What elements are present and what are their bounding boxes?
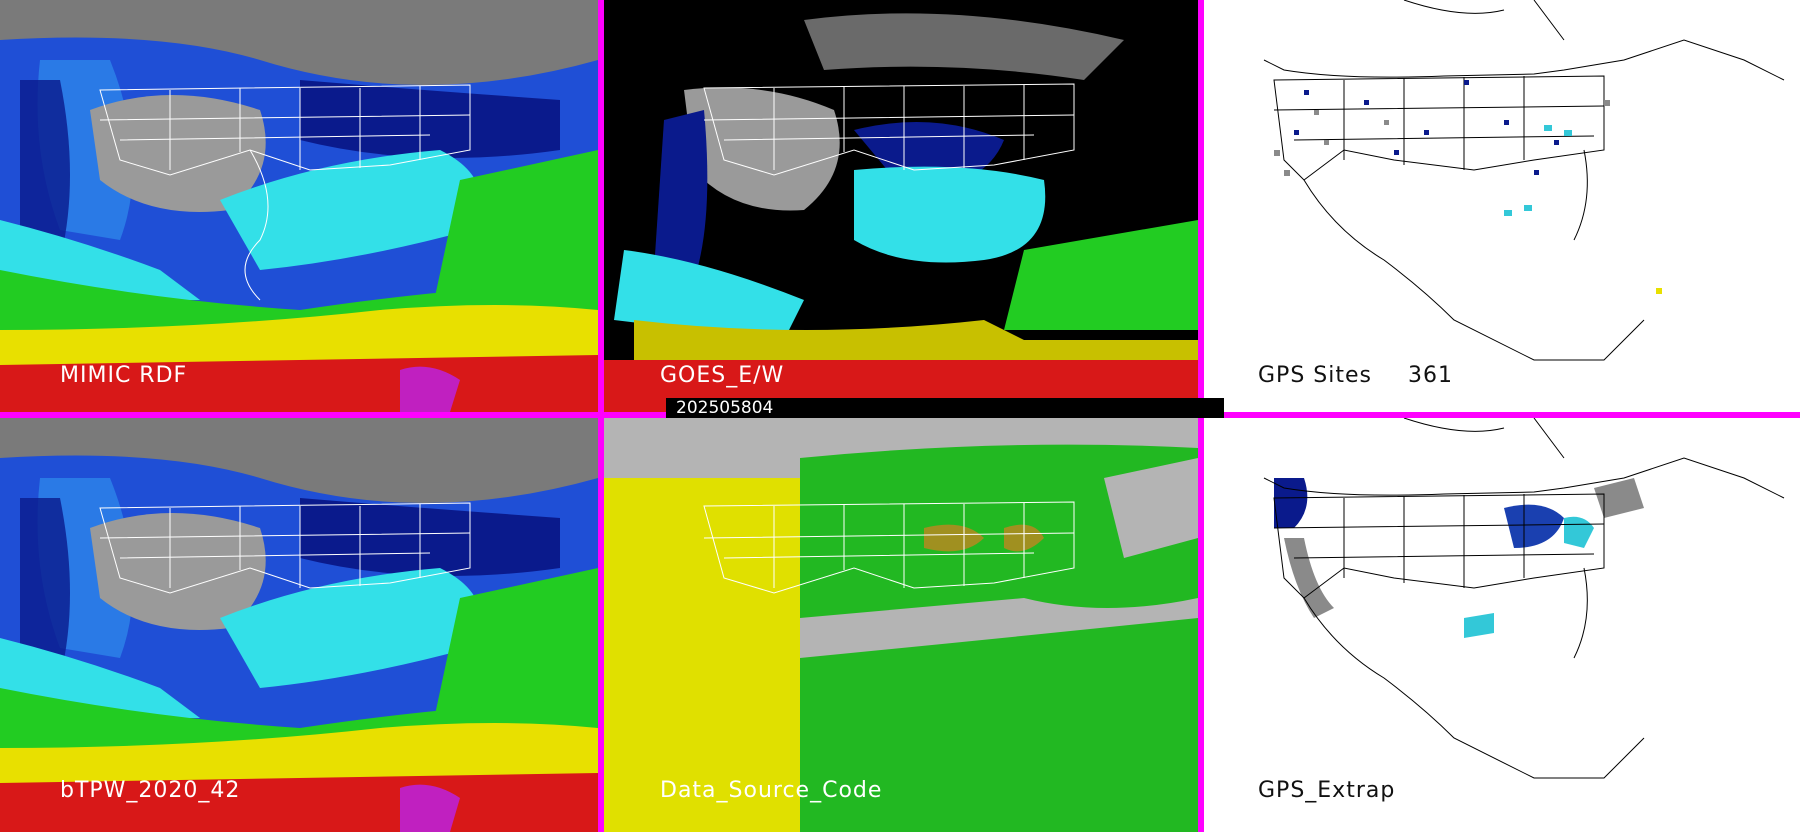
panel-label: MIMIC RDF	[60, 363, 188, 388]
btpw-map	[0, 418, 598, 832]
timestamp-bar: 202505804	[666, 398, 1224, 418]
gps-extrap-panel: GPS_Extrap	[1204, 418, 1800, 832]
gps-sites-count: 361	[1407, 363, 1453, 388]
panel-label: GPS Sites 361	[1258, 363, 1453, 388]
panel-label: bTPW_2020_42	[60, 778, 241, 803]
panel-label: GOES_E/W	[660, 363, 785, 388]
goes-ew-map	[604, 0, 1198, 412]
panel-label: Data_Source_Code	[660, 778, 883, 803]
mimic-rdf-map	[0, 0, 598, 412]
data-source-code-map	[604, 418, 1198, 832]
panel-label: GPS_Extrap	[1258, 778, 1396, 803]
gps-sites-panel: GPS Sites 361	[1204, 0, 1800, 412]
data-source-code-panel: Data_Source_Code	[604, 418, 1198, 832]
goes-ew-panel: GOES_E/W	[604, 0, 1198, 412]
gps-sites-label: GPS Sites	[1258, 363, 1372, 388]
btpw-panel: bTPW_2020_42	[0, 418, 598, 832]
gps-extrap-map	[1263, 418, 1785, 779]
mimic-rdf-panel: MIMIC RDF	[0, 0, 598, 412]
gps-sites-map	[1263, 0, 1785, 361]
